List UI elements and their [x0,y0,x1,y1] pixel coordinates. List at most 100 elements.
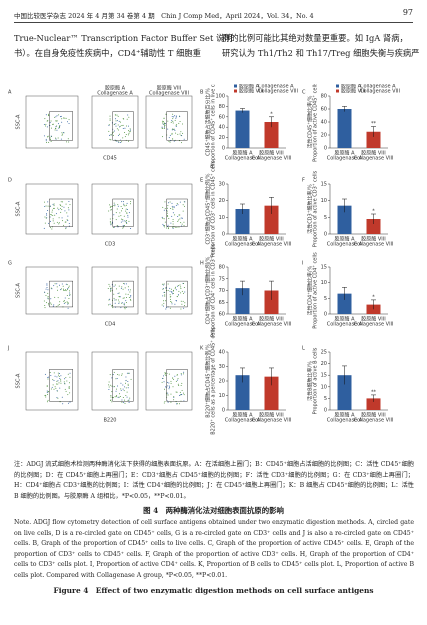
flow-event [126,118,128,120]
flow-event [167,394,169,396]
flow-event [127,384,129,386]
flow-event [182,292,184,294]
flow-event [65,290,67,292]
flow-event [115,212,117,214]
flow-event [64,289,66,291]
y-label-en: Proportion of CD45⁺ cells in live cells [211,84,217,168]
flow-event [55,213,57,215]
flow-event [168,218,170,220]
flow-plot [91,95,139,149]
y-tick-label: 20 [219,135,225,141]
flow-event [57,304,59,306]
flow-event [125,395,127,397]
flow-event [161,304,163,306]
y-tick-label: 0 [324,146,327,152]
flow-event [119,121,121,123]
flow-event [109,218,111,220]
flow-event [125,297,127,299]
flow-event [163,117,165,119]
y-label-cn: CD45⁺细胞占活细胞百分比/% [205,88,212,156]
flow-event [110,223,112,225]
flow-event [44,118,46,120]
flow-event [171,132,173,134]
y-tick-label: 70 [219,288,225,294]
flow-event [48,302,50,304]
bar [235,209,250,234]
flow-event [122,127,124,129]
flow-event [172,226,174,228]
x-label-cn: 胶原酶 VIII [259,236,283,243]
flow-event [127,399,129,401]
flow-event [169,141,171,143]
significance: * [372,209,375,215]
flow-event [179,391,181,393]
flow-event [114,299,116,301]
flow-event [46,385,48,387]
flow-event [129,298,131,300]
flow-event [127,387,129,389]
flow-event [109,222,111,224]
flow-y-label: SSC-A [16,373,22,389]
flow-event [109,119,111,121]
flow-event [113,297,115,299]
flow-event [182,300,184,302]
flow-event [117,204,119,206]
flow-event [49,122,51,124]
flow-event [128,220,130,222]
flow-event [68,122,70,124]
flow-event [181,225,183,227]
flow-event [183,371,185,373]
flow-event [124,205,126,207]
flow-event [125,208,127,210]
flow-event [172,290,174,292]
flow-event [61,283,63,285]
flow-event [114,302,116,304]
flow-event [66,380,68,382]
panel-letter: J [7,346,9,352]
flow-event [175,403,177,405]
bar [264,122,279,148]
flow-event [124,399,126,401]
flow-event [44,201,46,203]
flow-event [176,203,178,205]
body-line: 研究认为 Th1/Th2 和 Th17/Treg 细胞失衡与疾病严 [222,48,420,58]
flow-event [170,208,172,210]
flow-event [114,118,116,120]
body-line: True-Nuclear™ Transcription Factor Buffe… [14,33,233,43]
y-label-cn: B220⁺细胞占CD45⁺细胞比例/% [205,344,212,418]
flow-event [126,223,128,225]
flow-event [63,288,65,290]
flow-event [55,387,57,389]
flow-event [130,201,132,203]
flow-event [67,121,69,123]
flow-event [47,378,49,380]
flow-event [172,118,174,120]
flow-event [179,214,181,216]
flow-event [113,293,115,295]
flow-event [65,228,67,230]
flow-event [45,114,47,116]
flow-event [124,136,126,138]
flow-event [163,125,165,127]
flow-event [121,201,123,203]
flow-event [52,203,54,205]
flow-event [128,131,130,133]
flow-event [181,390,183,392]
gate [112,111,134,141]
flow-event [124,224,126,226]
flow-event [172,220,174,222]
x-label-cn: 胶原酶 VIII [259,150,283,157]
flow-event [175,117,177,119]
flow-event [162,123,164,125]
flow-event [116,114,118,116]
flow-event [118,142,120,144]
flow-event [65,377,67,379]
flow-event [44,395,46,397]
y-label-cn: 活性CD45⁺细胞比率/% [307,95,314,148]
flow-event [56,376,58,378]
flow-event [164,294,166,296]
flow-event [121,302,123,304]
flow-event [168,385,170,387]
flow-event [164,123,166,125]
